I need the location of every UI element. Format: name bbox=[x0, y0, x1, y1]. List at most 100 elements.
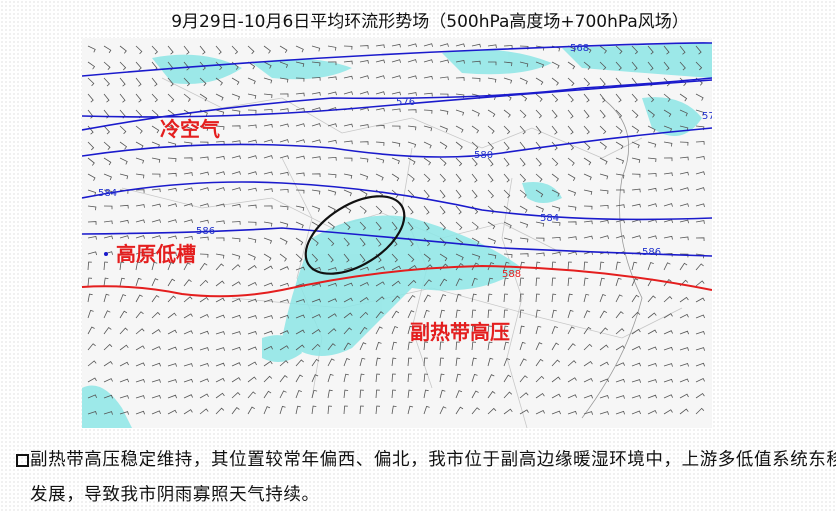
wind-barb bbox=[455, 157, 463, 167]
wind-barb bbox=[199, 61, 206, 71]
wind-barb bbox=[359, 124, 369, 128]
wind-barb bbox=[199, 45, 206, 55]
wind-barb bbox=[279, 77, 289, 83]
wind-barb bbox=[551, 205, 561, 212]
wind-barb bbox=[327, 139, 337, 144]
wind-barb bbox=[407, 341, 413, 351]
wind-barb bbox=[567, 236, 577, 240]
wind-barb bbox=[343, 253, 350, 263]
wind-barb bbox=[279, 299, 289, 303]
wind-barb bbox=[183, 77, 191, 87]
wind-barb bbox=[199, 378, 209, 383]
wind-barb bbox=[471, 357, 477, 367]
wind-barb bbox=[151, 379, 161, 383]
wind-barb bbox=[615, 261, 621, 271]
wind-barb bbox=[247, 406, 255, 415]
wind-barb bbox=[247, 253, 256, 261]
wind-barb bbox=[695, 407, 705, 415]
wind-barb bbox=[279, 314, 289, 319]
wind-barb bbox=[119, 310, 128, 319]
wind-barb bbox=[199, 362, 209, 367]
wind-barb bbox=[167, 172, 177, 177]
wind-barb bbox=[503, 357, 511, 367]
wind-barb bbox=[311, 173, 321, 178]
wind-barb bbox=[311, 343, 321, 351]
wind-barb bbox=[199, 219, 209, 224]
wind-barb bbox=[119, 361, 129, 367]
wind-barb bbox=[535, 93, 543, 102]
wind-barb bbox=[183, 187, 193, 192]
wind-barb bbox=[423, 125, 433, 132]
wind-barb bbox=[215, 140, 225, 145]
wind-barb bbox=[343, 140, 353, 145]
wind-barb bbox=[87, 326, 95, 335]
wind-barb bbox=[551, 236, 561, 241]
wind-barb bbox=[231, 281, 241, 287]
wind-barb bbox=[423, 325, 429, 335]
wind-barb bbox=[663, 346, 673, 351]
wind-barb bbox=[311, 283, 321, 287]
wind-barb bbox=[535, 277, 540, 287]
wind-barb bbox=[439, 357, 444, 367]
wind-barb bbox=[519, 392, 529, 399]
wind-barb bbox=[103, 235, 113, 240]
wind-barb bbox=[87, 205, 97, 211]
wind-barb bbox=[167, 363, 177, 367]
wind-barb bbox=[103, 45, 112, 54]
wind-barb bbox=[599, 93, 606, 103]
wind-barb bbox=[439, 125, 448, 133]
wind-barb bbox=[247, 61, 256, 70]
wind-barb bbox=[423, 205, 430, 215]
wind-barb bbox=[295, 374, 303, 383]
wind-barb bbox=[439, 59, 449, 64]
wind-barb bbox=[119, 45, 127, 54]
wind-barb bbox=[247, 361, 257, 367]
rain-areas bbox=[82, 43, 712, 428]
wind-barb bbox=[295, 221, 304, 229]
wind-barb bbox=[151, 173, 161, 178]
contour-label: 576 bbox=[396, 97, 415, 108]
wind-barb bbox=[295, 266, 305, 271]
wind-barb bbox=[343, 389, 349, 399]
wind-barb bbox=[519, 109, 527, 119]
wind-barb bbox=[487, 221, 496, 230]
wind-barb bbox=[343, 75, 353, 80]
wind-barb bbox=[583, 261, 588, 271]
wind-barb bbox=[423, 109, 433, 114]
wind-barb bbox=[503, 189, 511, 199]
wind-barb bbox=[663, 394, 673, 399]
wind-barb bbox=[647, 125, 656, 133]
wind-barb bbox=[519, 253, 529, 257]
wind-barb bbox=[663, 61, 670, 71]
wind-barb bbox=[247, 237, 257, 243]
wind-barb bbox=[599, 251, 609, 255]
wind-barb bbox=[503, 125, 511, 135]
wind-barb bbox=[535, 409, 545, 415]
wind-barb bbox=[535, 205, 544, 213]
wind-barb bbox=[503, 141, 510, 151]
wind-barb bbox=[487, 77, 497, 83]
wind-barb bbox=[199, 296, 209, 303]
wind-barb bbox=[231, 331, 241, 335]
wind-barb bbox=[295, 189, 305, 194]
wind-barb bbox=[311, 156, 321, 160]
wind-barb bbox=[183, 296, 193, 303]
wind-barb bbox=[391, 295, 401, 303]
wind-barb bbox=[215, 220, 225, 225]
wind-barb bbox=[311, 328, 321, 335]
wind-barb bbox=[167, 379, 177, 383]
wind-barb bbox=[87, 189, 97, 196]
wind-barb bbox=[295, 61, 305, 67]
wind-barb bbox=[375, 296, 385, 303]
wind-barb bbox=[471, 141, 479, 151]
wind-barb bbox=[695, 109, 705, 116]
wind-barb bbox=[199, 408, 209, 415]
wind-barb bbox=[679, 330, 689, 335]
wind-barb bbox=[583, 277, 589, 287]
wind-barb bbox=[615, 362, 625, 367]
contour-label: 584 bbox=[98, 188, 117, 199]
wind-barb bbox=[487, 407, 497, 415]
wind-barb bbox=[199, 279, 209, 287]
wind-barb bbox=[327, 173, 337, 178]
wind-barb bbox=[135, 93, 142, 103]
